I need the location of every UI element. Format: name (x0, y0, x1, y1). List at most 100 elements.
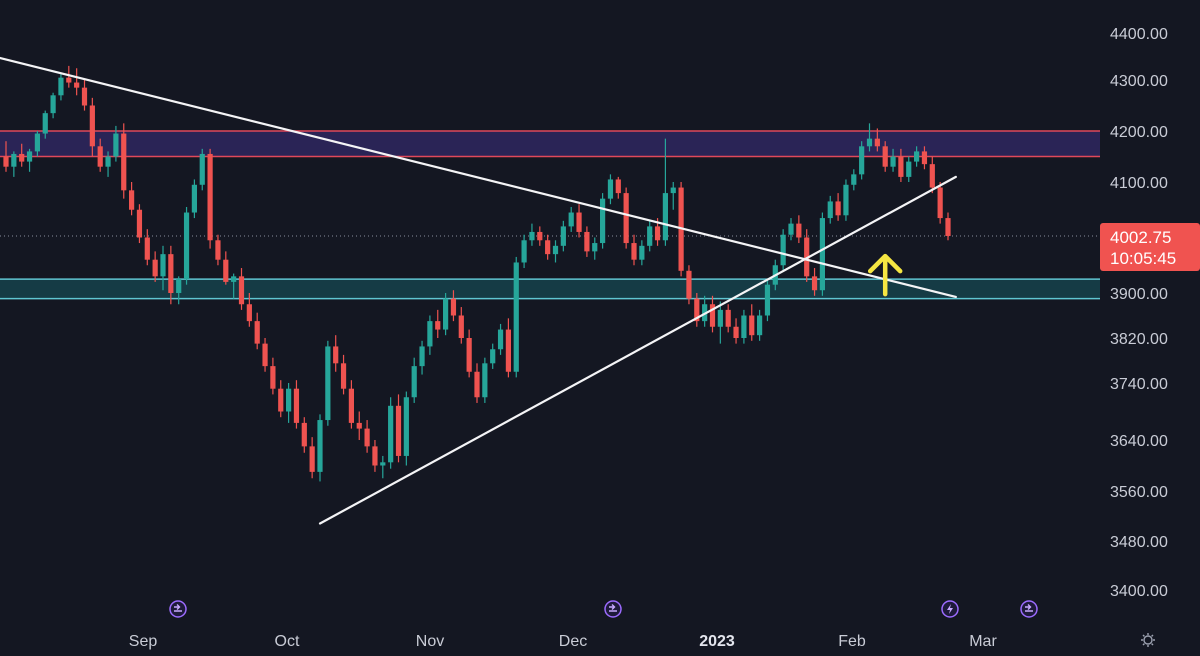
candle (246, 293, 252, 327)
candle (348, 380, 354, 429)
time-tick-dec: Dec (559, 633, 587, 650)
candle-body (380, 462, 386, 466)
candle (843, 179, 849, 221)
candle (176, 276, 182, 305)
candle-body (843, 184, 849, 216)
candle (694, 293, 700, 327)
time-tick-nov: Nov (416, 633, 444, 650)
candle (411, 357, 417, 403)
candle-body (537, 231, 543, 241)
candle (827, 195, 833, 224)
candle (639, 240, 645, 266)
candle (568, 206, 574, 232)
candle-body (364, 428, 370, 447)
candle-body (505, 329, 511, 372)
candle-body (66, 77, 72, 83)
candle (796, 215, 802, 244)
candle-body (796, 223, 802, 238)
candle-body (238, 276, 245, 305)
price-tick-3400: 3400.00 (1110, 583, 1168, 600)
candle-body (168, 254, 174, 293)
candle-body (804, 237, 810, 277)
candle (42, 110, 48, 139)
candle (764, 279, 771, 322)
candle (890, 148, 896, 172)
candle (709, 295, 716, 333)
candle (113, 125, 119, 162)
candle-body (356, 422, 362, 429)
candle (443, 293, 449, 336)
candle (882, 141, 888, 172)
dividend-event-icon[interactable] (604, 600, 622, 618)
candle-body (435, 321, 441, 330)
candle (199, 148, 205, 191)
candle-body (725, 309, 731, 327)
candle-body (882, 146, 888, 167)
settings-gear-icon[interactable] (1141, 633, 1155, 647)
candle-body (176, 279, 182, 293)
candle (804, 229, 810, 282)
candle-body (215, 240, 221, 260)
candle-body (42, 113, 48, 134)
earnings-flash-icon[interactable] (941, 600, 959, 618)
candle (529, 223, 535, 246)
candle-body (395, 405, 402, 456)
candle-body (443, 298, 449, 330)
candle-body (427, 321, 433, 347)
candle-body (560, 226, 566, 246)
candle-body (764, 284, 771, 316)
price-tick-4100: 4100.00 (1110, 175, 1168, 192)
candle-body (81, 87, 88, 106)
price-tick-3900: 3900.00 (1110, 286, 1168, 303)
last-price-tag-bg (1100, 223, 1200, 271)
support-zone (0, 279, 1100, 299)
candle (874, 128, 880, 152)
candle (435, 309, 441, 338)
candle-body (662, 193, 668, 241)
candle (325, 340, 331, 426)
candle (945, 212, 951, 241)
candle (537, 226, 543, 246)
candle (50, 92, 56, 119)
candle (238, 268, 245, 310)
candle (215, 234, 221, 266)
candle-body (450, 298, 457, 316)
candle (458, 307, 464, 344)
dividend-event-icon[interactable] (1020, 600, 1038, 618)
candle-body (686, 270, 692, 299)
candle-body (497, 329, 504, 350)
candle (631, 234, 637, 266)
candle-body (3, 156, 9, 167)
candle-body (19, 153, 25, 162)
candle (74, 68, 80, 96)
candle-body (26, 151, 33, 162)
time-axis[interactable]: Sep Oct Nov Dec 2023 Feb Mar (129, 633, 998, 650)
candle (866, 123, 873, 152)
candle (717, 301, 723, 344)
candle-body (631, 243, 637, 260)
candle-body (466, 338, 472, 372)
candle (254, 312, 260, 350)
candle-body (906, 161, 912, 177)
price-tick-3480: 3480.00 (1110, 534, 1168, 551)
candle-body (246, 304, 252, 322)
candle-body (615, 179, 621, 194)
candle-body (639, 245, 645, 260)
candle (3, 141, 9, 172)
dividend-event-icon[interactable] (169, 600, 187, 618)
price-axis[interactable]: 4400.00 4300.00 4200.00 4100.00 3900.00 … (1100, 26, 1200, 600)
candle-body (874, 138, 880, 147)
candle-body (576, 212, 582, 232)
candle (576, 204, 582, 238)
candle (372, 440, 378, 472)
candle-body (286, 388, 292, 412)
candle-body (278, 388, 284, 412)
candle-body (152, 259, 158, 277)
price-tick-4200: 4200.00 (1110, 124, 1168, 141)
candle (286, 383, 292, 423)
candle (859, 141, 865, 180)
candle-body (592, 243, 598, 252)
candle-body (129, 190, 135, 210)
yellow-arrow-up-icon (867, 253, 903, 297)
time-tick-feb: Feb (838, 633, 866, 650)
